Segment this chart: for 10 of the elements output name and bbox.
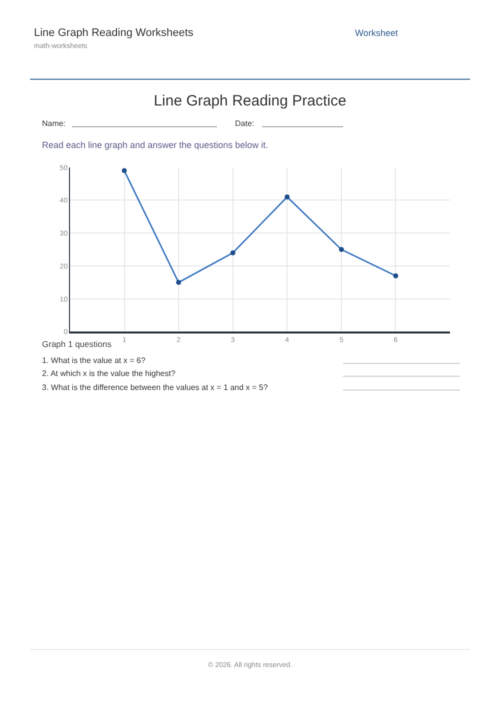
- text: 3. What is the difference between the values at x = 1 and x = 5?: [42, 383, 268, 392]
- text: Line Graph Reading Worksheets: [34, 27, 194, 39]
- text: Read each line graph and answer the questions below it.: [42, 140, 268, 150]
- chart-title: Line Graph Reading Practice: [154, 92, 346, 110]
- text: 2. At which x is the value the highest?: [42, 369, 176, 378]
- text: Name:: [42, 119, 66, 128]
- caption: Graph 1 questions: [42, 339, 112, 349]
- text: 1. What is the value at x = 6?: [42, 356, 146, 365]
- text: Worksheet: [355, 28, 398, 38]
- text: Date:: [235, 119, 254, 128]
